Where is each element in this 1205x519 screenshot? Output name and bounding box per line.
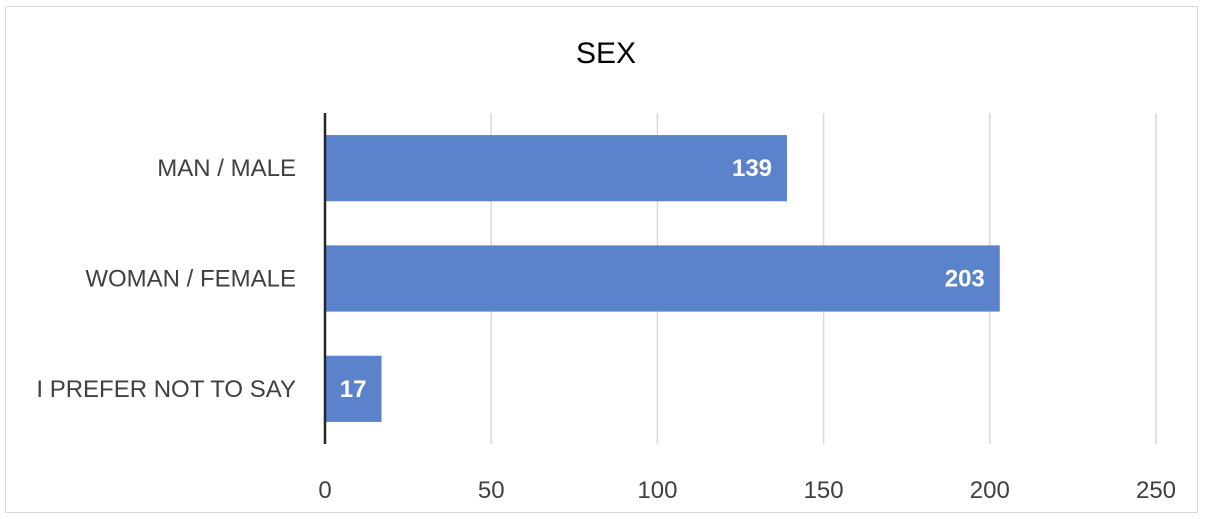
category-label: WOMAN / FEMALE (85, 266, 296, 293)
x-axis-ticks: 0 50 100 150 200 250 (318, 477, 1176, 504)
bar-value-label: 139 (732, 155, 772, 182)
bar-value-label: 17 (340, 376, 367, 403)
bar (325, 245, 1000, 312)
chart-title: SEX (576, 37, 636, 70)
bar-value-label: 203 (945, 266, 985, 293)
category-labels: MAN / MALE WOMAN / FEMALE I PREFER NOT TO … (36, 155, 296, 403)
category-label: MAN / MALE (157, 155, 296, 182)
bar (325, 135, 788, 202)
x-tick-label: 100 (637, 477, 677, 504)
x-tick-label: 200 (970, 477, 1010, 504)
bar (325, 355, 382, 422)
category-label: I PREFER NOT TO SAY (36, 376, 296, 403)
x-tick-label: 50 (478, 477, 505, 504)
x-tick-label: 150 (804, 477, 844, 504)
bars: 139 203 17 (325, 135, 1000, 422)
x-tick-label: 250 (1136, 477, 1176, 504)
x-tick-label: 0 (318, 477, 331, 504)
